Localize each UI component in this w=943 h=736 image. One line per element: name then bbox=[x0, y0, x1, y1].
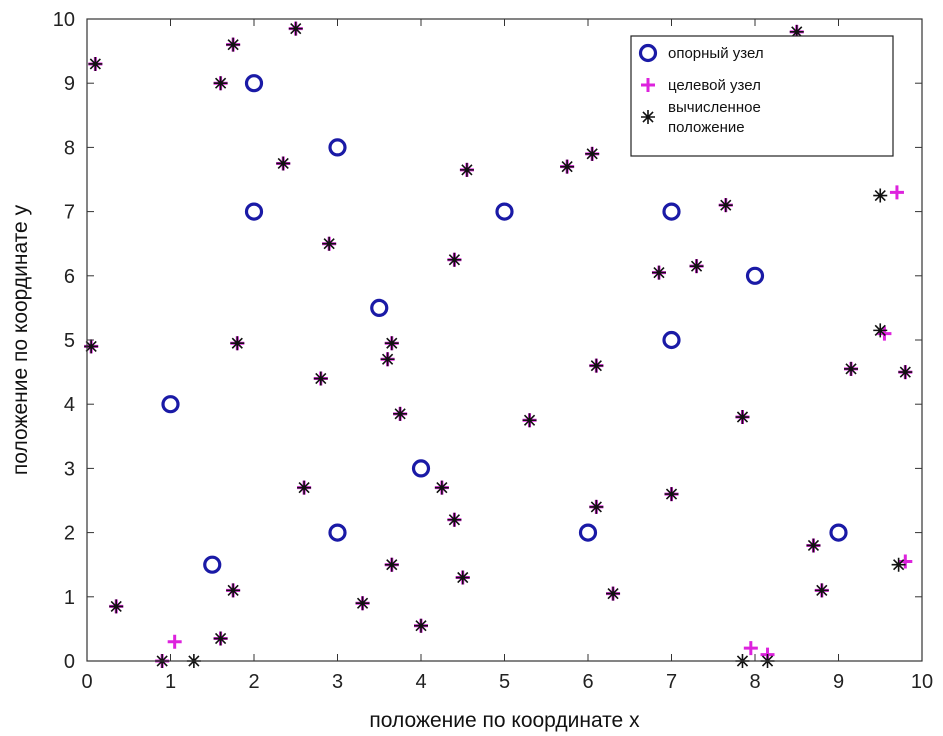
estimated-position-point bbox=[297, 480, 312, 495]
y-tick-label: 1 bbox=[64, 587, 75, 609]
estimated-position-point bbox=[288, 21, 303, 36]
estimated-position-point bbox=[355, 596, 370, 611]
estimated-position-point bbox=[384, 336, 399, 351]
x-tick-label: 9 bbox=[833, 671, 844, 693]
anchor-node-point bbox=[244, 74, 264, 93]
estimated-position-point bbox=[898, 365, 913, 380]
estimated-position-point bbox=[84, 339, 99, 354]
estimated-position-point bbox=[814, 583, 829, 598]
anchor-node-point bbox=[161, 395, 180, 414]
estimated-position-point bbox=[230, 336, 245, 351]
legend-label: вычисленное положение bbox=[668, 99, 761, 136]
target-node-point bbox=[167, 634, 182, 649]
x-tick-label: 4 bbox=[415, 671, 426, 693]
legend-marker-plus bbox=[641, 78, 655, 92]
estimated-position-point bbox=[651, 265, 666, 280]
legend-box bbox=[630, 35, 894, 157]
y-tick-label: 2 bbox=[64, 523, 75, 545]
estimated-position-point bbox=[891, 557, 906, 572]
estimated-position-point bbox=[447, 512, 462, 527]
estimated-position-point bbox=[873, 323, 888, 338]
y-tick-label: 4 bbox=[64, 394, 75, 416]
x-tick-label: 8 bbox=[749, 671, 760, 693]
y-axis-label: положение по координате y bbox=[9, 204, 32, 475]
estimated-position-point bbox=[109, 599, 124, 614]
estimated-position-point bbox=[384, 557, 399, 572]
estimated-position-point bbox=[226, 583, 241, 598]
x-tick-label: 6 bbox=[582, 671, 593, 693]
anchor-node-point bbox=[328, 138, 347, 157]
estimated-position-point bbox=[380, 352, 395, 367]
series-circle bbox=[161, 74, 848, 574]
anchor-node-point bbox=[662, 330, 681, 350]
anchor-node-point bbox=[745, 266, 765, 285]
estimated-position-point bbox=[585, 146, 600, 161]
anchor-node-point bbox=[578, 523, 598, 542]
estimated-position-point bbox=[459, 162, 474, 177]
legend-label: целевой узел bbox=[668, 77, 761, 94]
target-node-point bbox=[889, 185, 904, 200]
estimated-position-point bbox=[606, 586, 621, 601]
estimated-position-point bbox=[313, 371, 328, 386]
x-tick-label: 3 bbox=[332, 671, 343, 693]
anchor-node-point bbox=[662, 202, 681, 221]
estimated-position-point bbox=[522, 413, 537, 428]
estimated-position-point bbox=[789, 24, 804, 39]
estimated-position-point bbox=[213, 631, 228, 646]
y-tick-label: 6 bbox=[64, 266, 75, 288]
estimated-position-point bbox=[718, 198, 733, 213]
target-node-point bbox=[898, 554, 913, 569]
anchor-node-point bbox=[328, 523, 347, 542]
estimated-position-point bbox=[844, 361, 859, 376]
x-tick-label: 0 bbox=[81, 671, 92, 693]
x-tick-label: 2 bbox=[248, 671, 259, 693]
y-tick-label: 5 bbox=[64, 330, 75, 352]
estimated-position-point bbox=[276, 156, 291, 171]
estimated-position-point bbox=[88, 56, 103, 71]
axis-ticks: 0 1 2 3 4 5 6 7 8 9 10 0 1 2 3 4 5 6 7 8 9 10 bbox=[53, 9, 933, 693]
estimated-position-point bbox=[213, 76, 228, 91]
estimated-position-point bbox=[664, 487, 679, 502]
legend-marker-circle bbox=[638, 43, 658, 63]
anchor-node-point bbox=[203, 555, 222, 574]
estimated-position-point bbox=[589, 358, 604, 373]
estimated-position-point bbox=[414, 618, 428, 633]
x-axis-label: положение по координате x bbox=[369, 709, 640, 732]
estimated-position-point bbox=[589, 499, 604, 514]
estimated-position-point bbox=[322, 236, 337, 251]
estimated-position-point bbox=[873, 188, 888, 203]
estimated-position-point bbox=[689, 259, 704, 274]
x-tick-label: 7 bbox=[666, 671, 677, 693]
anchor-node-point bbox=[495, 202, 514, 221]
legend: опорный узел целевой узел вычисленное полож… bbox=[630, 35, 894, 157]
x-tick-label: 5 bbox=[499, 671, 510, 693]
x-tick-label: 10 bbox=[911, 671, 933, 693]
anchor-node-point bbox=[411, 459, 431, 478]
anchor-node-point bbox=[829, 523, 848, 542]
target-node-point bbox=[743, 641, 758, 656]
legend-marker-asterisk bbox=[641, 110, 655, 124]
estimated-position-point bbox=[735, 410, 750, 425]
y-tick-label: 8 bbox=[64, 137, 75, 159]
y-tick-label: 10 bbox=[53, 9, 75, 31]
y-tick-label: 9 bbox=[64, 73, 75, 95]
estimated-position-point bbox=[393, 406, 408, 421]
legend-label: опорный узел bbox=[668, 45, 764, 62]
estimated-position-point bbox=[806, 538, 821, 553]
y-tick-label: 7 bbox=[64, 202, 75, 224]
x-tick-label: 1 bbox=[165, 671, 176, 693]
y-tick-label: 3 bbox=[64, 458, 75, 480]
estimated-position-point bbox=[226, 37, 241, 52]
estimated-position-point bbox=[560, 159, 575, 174]
estimated-position-point bbox=[455, 570, 470, 585]
anchor-node-point bbox=[370, 298, 389, 317]
estimated-position-point bbox=[447, 252, 462, 267]
estimated-position-point bbox=[434, 480, 449, 495]
anchor-node-point bbox=[244, 202, 264, 221]
y-tick-label: 0 bbox=[64, 651, 75, 673]
